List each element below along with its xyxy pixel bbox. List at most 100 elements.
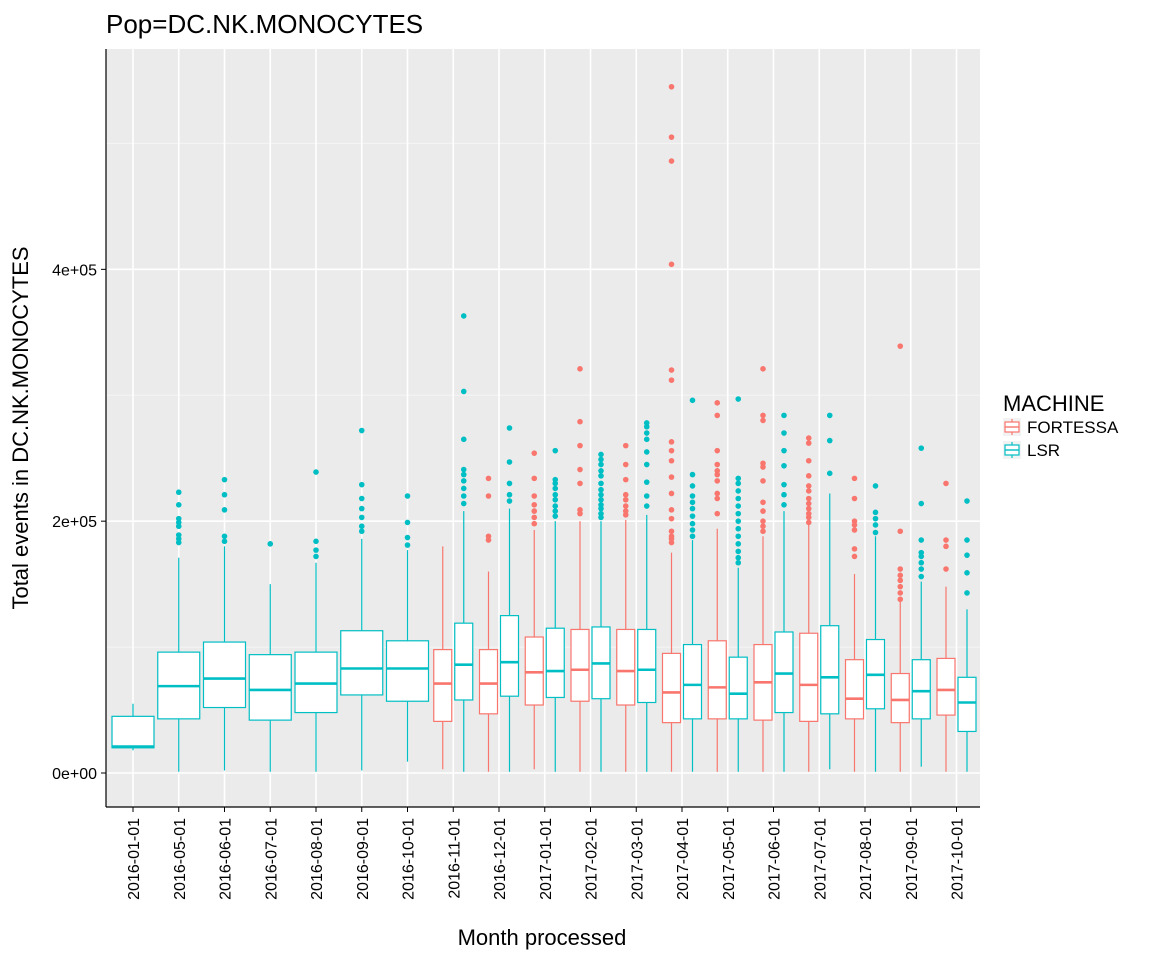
box-lsr-2017-05-01	[728, 396, 748, 772]
outlier-point	[735, 541, 742, 547]
outlier-point	[851, 546, 858, 552]
outlier-point	[668, 158, 675, 164]
box-lsr-2017-06-01	[774, 412, 794, 772]
outlier-point	[689, 493, 696, 499]
outlier-point	[714, 490, 721, 497]
outlier-point	[735, 533, 742, 540]
outlier-point	[897, 583, 904, 590]
outlier-point	[735, 518, 742, 524]
outlier-point	[760, 460, 766, 467]
outlier-point	[577, 366, 583, 372]
box-iqr	[661, 652, 682, 724]
box-iqr	[728, 656, 748, 720]
outlier-point	[668, 439, 675, 445]
box-lsr-2017-08-01	[865, 483, 886, 772]
outlier-point	[943, 566, 949, 572]
outlier-point	[851, 527, 858, 533]
outlier-point	[805, 488, 812, 494]
outlier-point	[918, 549, 925, 556]
outlier-point	[735, 554, 742, 561]
outlier-point	[668, 490, 675, 497]
x-tick-label: 2017-09-01	[904, 818, 921, 900]
outlier-point	[358, 427, 365, 434]
outlier-point	[668, 367, 675, 373]
outlier-point	[918, 559, 925, 566]
x-tick-label: 2016-06-01	[218, 818, 235, 900]
outlier-point	[460, 478, 467, 484]
outlier-point	[781, 491, 787, 498]
outlier-point	[577, 507, 583, 513]
outlier-point	[175, 489, 182, 496]
outlier-point	[221, 476, 228, 483]
outlier-point	[358, 523, 365, 530]
outlier-point	[175, 532, 182, 538]
box-iqr	[890, 672, 910, 724]
outlier-point	[622, 496, 629, 503]
box-fortessa-2017-06-01	[753, 366, 773, 772]
outlier-point	[714, 400, 721, 406]
outlier-point	[760, 508, 766, 514]
outlier-point	[964, 552, 970, 558]
outlier-point	[622, 461, 629, 468]
outlier-point	[221, 491, 228, 498]
outlier-point	[506, 480, 513, 487]
box-lsr-2016-06-01	[202, 476, 247, 771]
box-lsr-2016-11-01	[454, 313, 474, 772]
outlier-point	[735, 475, 742, 482]
outlier-point	[689, 505, 696, 512]
outlier-point	[313, 538, 319, 545]
outlier-point	[506, 459, 513, 465]
box-fortessa-2017-10-01	[936, 480, 956, 772]
outlier-point	[689, 483, 696, 489]
outlier-point	[358, 514, 365, 521]
outlier-point	[404, 534, 411, 541]
x-tick-label: 2016-07-01	[263, 818, 280, 900]
box-iqr	[433, 649, 453, 722]
outlier-point	[485, 475, 492, 482]
y-tick-label: 4e+05	[52, 262, 97, 279]
box-lsr-2016-01-01	[111, 703, 155, 751]
outlier-point	[805, 473, 812, 479]
box-lsr-2017-02-01	[591, 451, 611, 772]
outlier-point	[760, 366, 766, 372]
outlier-point	[221, 507, 228, 513]
outlier-point	[643, 430, 650, 436]
box-iqr	[957, 676, 977, 733]
outlier-point	[735, 548, 742, 555]
outlier-point	[781, 462, 787, 469]
box-iqr	[637, 628, 657, 704]
outlier-point	[531, 502, 538, 508]
box-fortessa-2017-01-01	[524, 450, 544, 770]
outlier-point	[598, 456, 604, 463]
outlier-point	[577, 442, 583, 449]
outlier-point	[358, 481, 365, 488]
outlier-point	[918, 500, 925, 507]
x-tick-label: 2016-10-01	[401, 818, 418, 900]
outlier-point	[552, 496, 559, 503]
box-iqr	[911, 659, 931, 720]
outlier-point	[851, 475, 858, 482]
box-iqr	[616, 628, 636, 706]
outlier-point	[552, 513, 559, 519]
legend-label: FORTESSA	[1027, 418, 1119, 437]
outlier-point	[897, 590, 904, 596]
outlier-point	[622, 508, 629, 514]
outlier-point	[760, 417, 766, 424]
legend: MACHINE FORTESSA LSR	[1003, 391, 1119, 460]
box-lsr-2016-09-01	[340, 427, 384, 771]
outlier-point	[598, 480, 604, 487]
x-tick-label: 2017-03-01	[629, 818, 646, 900]
outlier-point	[598, 461, 604, 468]
outlier-point	[851, 518, 858, 524]
box-fortessa-2017-04-01	[661, 83, 682, 772]
outlier-point	[781, 481, 787, 488]
outlier-point	[760, 412, 766, 419]
box-fortessa-2016-11-01	[433, 546, 453, 770]
outlier-point	[622, 503, 629, 509]
outlier-point	[598, 491, 604, 498]
outlier-point	[805, 519, 812, 526]
outlier-point	[918, 566, 925, 572]
x-tick-label: 2017-05-01	[721, 818, 738, 900]
outlier-point	[577, 480, 583, 487]
outlier-point	[872, 483, 879, 489]
